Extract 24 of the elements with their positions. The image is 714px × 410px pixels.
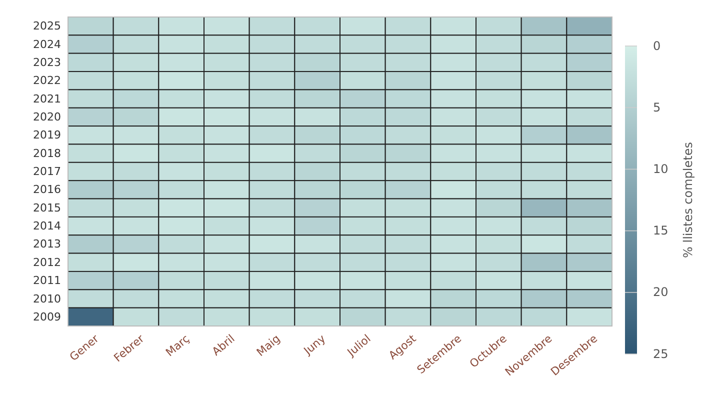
y-tick-label: 2009 bbox=[33, 310, 61, 324]
color-bar-label: 20 bbox=[653, 285, 668, 300]
color-bar-title: % llistes completes bbox=[681, 142, 695, 258]
color-bar-label: 5 bbox=[653, 100, 661, 114]
y-tick-label: 2012 bbox=[33, 256, 61, 269]
y-tick-label: 2016 bbox=[33, 183, 61, 196]
y-tick-label: 2019 bbox=[33, 128, 61, 142]
y-tick-label: 2014 bbox=[33, 220, 61, 233]
y-tick-label: 2020 bbox=[33, 110, 61, 124]
y-tick-label: 2015 bbox=[33, 201, 61, 214]
color-bar-label: 0 bbox=[653, 38, 661, 53]
y-tick-label: 2017 bbox=[33, 165, 61, 178]
y-tick-label: 2010 bbox=[33, 292, 61, 306]
color-bar-label: 10 bbox=[653, 162, 668, 176]
color-bar-label: 25 bbox=[653, 346, 668, 361]
y-tick-label: 2013 bbox=[33, 238, 61, 251]
y-tick-label: 2024 bbox=[33, 38, 61, 51]
y-tick-label: 2022 bbox=[33, 74, 61, 88]
color-bar-label: 15 bbox=[653, 224, 668, 238]
y-tick-label: 2018 bbox=[33, 146, 61, 160]
y-tick-label: 2023 bbox=[33, 56, 61, 69]
y-tick-label: 2021 bbox=[33, 92, 61, 106]
y-tick-label: 2011 bbox=[33, 274, 61, 288]
y-tick-label: 2025 bbox=[33, 20, 61, 33]
